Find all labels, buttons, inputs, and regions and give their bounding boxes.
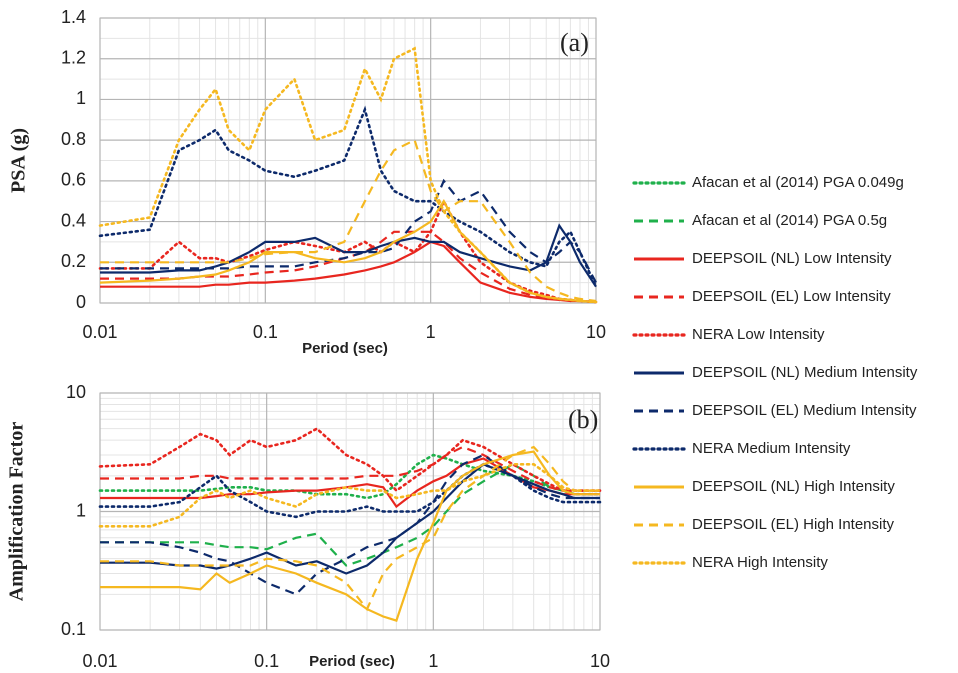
y-tick-label: 0.8 (61, 129, 86, 149)
legend-label: NERA High Intensity (692, 554, 828, 571)
series-line (100, 240, 597, 304)
y-tick-label: 1 (76, 88, 86, 108)
y-tick-label: 0.2 (61, 251, 86, 271)
series-line (100, 223, 597, 288)
series-line (98, 105, 598, 288)
x-tick-label: 10 (586, 322, 606, 342)
x-tick-label: 0.01 (82, 651, 117, 671)
series-line (98, 427, 602, 493)
x-tick-label: 0.1 (253, 322, 278, 342)
y-tick-label: 1.2 (61, 47, 86, 67)
series-line (98, 46, 598, 304)
legend-label: DEEPSOIL (EL) Low Intensity (692, 288, 891, 305)
x-tick-label: 0.1 (254, 651, 279, 671)
annotation: (a) (560, 28, 589, 57)
y-axis-label: Amplification Factor (6, 422, 28, 602)
plot-frame (99, 392, 601, 631)
y-tick-label: 0.1 (61, 619, 86, 639)
legend-label: NERA Low Intensity (692, 326, 825, 343)
series-line (100, 445, 600, 492)
y-tick-label: 0.4 (61, 210, 86, 230)
annotation: (b) (568, 405, 598, 434)
legend-label: Afacan et al (2014) PGA 0.049g (692, 174, 904, 191)
legend-label: DEEPSOIL (EL) High Intensity (692, 516, 895, 533)
x-tick-label: 0.01 (82, 322, 117, 342)
x-tick-label: 1 (426, 322, 436, 342)
series-line (100, 450, 600, 622)
series-line (100, 178, 597, 284)
legend-label: DEEPSOIL (NL) High Intensity (692, 478, 895, 495)
series-line (100, 445, 600, 612)
y-tick-label: 0 (76, 292, 86, 312)
legend-label: DEEPSOIL (NL) Low Intensity (692, 250, 892, 267)
legend-label: NERA Medium Intensity (692, 440, 851, 457)
x-axis-label: Period (sec) (302, 340, 388, 357)
series-line (100, 463, 600, 567)
legend-label: DEEPSOIL (EL) Medium Intensity (692, 402, 917, 419)
series-line (100, 453, 600, 596)
legend-label: Afacan et al (2014) PGA 0.5g (692, 212, 887, 229)
y-axis-label: PSA (g) (8, 128, 30, 193)
series-line (98, 463, 602, 528)
x-axis-label: Period (sec) (309, 653, 395, 670)
series-line (98, 462, 602, 519)
y-tick-label: 1 (76, 500, 86, 520)
x-tick-label: 10 (590, 651, 610, 671)
y-tick-label: 1.4 (61, 7, 86, 27)
x-tick-label: 1 (428, 651, 438, 671)
legend-label: DEEPSOIL (NL) Medium Intensity (692, 364, 918, 381)
y-tick-label: 0.6 (61, 170, 86, 190)
y-tick-label: 10 (66, 382, 86, 402)
series-line (100, 463, 600, 575)
plot-frame (99, 17, 597, 304)
